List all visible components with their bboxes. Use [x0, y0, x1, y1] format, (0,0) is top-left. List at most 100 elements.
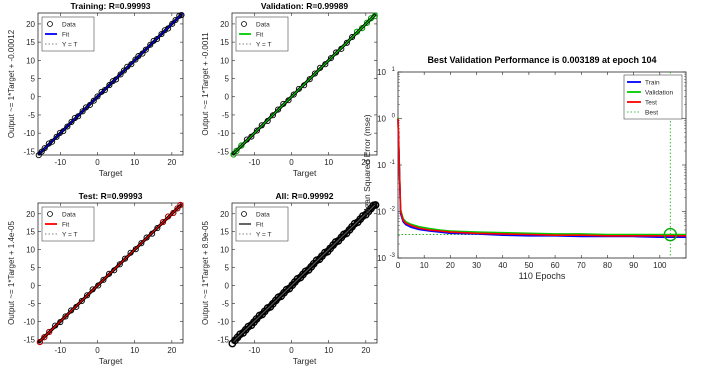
regression-plot-2: -10 0 10 20 -15 -10 -5 0 5 10 15 20 Validation: R=0.… [201, 1, 378, 178]
data-point [142, 46, 149, 53]
x-tick-label: 80 [603, 261, 612, 270]
data-point [253, 127, 260, 134]
y-tick-label: 10 [26, 56, 35, 65]
y-axis-label: Mean Squared Error (mse) [362, 114, 372, 215]
y-tick-label: 5 [31, 75, 36, 84]
legend-label: Fit [62, 222, 69, 229]
y-tick-label: -10 [23, 317, 35, 326]
y-tick-exponent: 1 [392, 67, 396, 73]
legend-label: Best [645, 110, 658, 117]
y-tick-label: -5 [222, 111, 230, 120]
x-tick-label: 40 [498, 261, 507, 270]
y-axis-label: Output ~= 1*Target + 1.4e-05 [7, 221, 16, 325]
legend-marker-data [241, 21, 247, 27]
legend-label: Data [62, 212, 76, 219]
y-tick-exponent: 0 [392, 114, 396, 120]
x-axis-label: 110 Epochs [519, 271, 566, 281]
data-point [121, 255, 129, 262]
y-tick-label: 15 [26, 38, 35, 47]
y-tick-label: 20 [220, 210, 229, 219]
x-tick-label: 0 [95, 346, 100, 355]
y-tick-label: 5 [31, 264, 36, 273]
x-tick-label: 0 [95, 158, 100, 167]
x-tick-label: -10 [249, 346, 261, 355]
x-tick-label: 20 [167, 158, 176, 167]
y-axis-label: Output ~= 1*Target + 8.9e-05 [201, 221, 210, 325]
y-tick-label: 20 [220, 20, 229, 29]
regression-plot-3: -10 0 10 20 -15 -10 -5 0 5 10 15 20 Test: R=0.99993 T… [7, 191, 184, 366]
data-point-highlight [233, 147, 240, 154]
x-tick-label: -10 [249, 158, 261, 167]
data-point-highlight [174, 205, 181, 212]
y-tick-label: -5 [28, 300, 36, 309]
y-tick-label: -15 [23, 335, 35, 344]
legend-label: Y = T [256, 232, 272, 239]
data-point [269, 112, 276, 119]
y-tick-label: 20 [26, 210, 35, 219]
data-point [343, 39, 350, 46]
data-point [116, 261, 123, 268]
x-tick-label: 10 [324, 158, 333, 167]
x-tick-label: 60 [551, 261, 560, 270]
y-tick-exponent: -2 [390, 207, 396, 213]
legend-marker-data [241, 211, 247, 217]
y-tick-label: -10 [217, 317, 229, 326]
data-point [78, 297, 85, 304]
legend-marker-data [47, 21, 53, 27]
x-axis-label: Target [293, 356, 317, 366]
data-point-highlight [363, 19, 371, 26]
data-point [53, 133, 60, 140]
y-tick-label: 10 [26, 246, 35, 255]
legend: Data Fit Y = T [235, 206, 289, 242]
x-tick-label: 20 [361, 346, 370, 355]
fit-line-overlay [233, 14, 376, 154]
x-tick-label: 0 [289, 346, 294, 355]
best-marker [663, 227, 677, 242]
plot-title: Validation: R=0.99989 [261, 1, 348, 11]
data-point [311, 70, 318, 77]
y-tick-label: 10 [220, 246, 229, 255]
legend: Data Fit Y = T [235, 16, 289, 52]
legend-label: Fit [62, 32, 69, 39]
x-tick-label: 20 [361, 158, 370, 167]
data-point [94, 93, 101, 100]
x-axis-label: Target [99, 168, 123, 178]
x-tick-label: 100 [653, 261, 667, 270]
plot-title: Best Validation Performance is 0.003189 … [427, 55, 656, 65]
x-tick-label: 0 [289, 158, 294, 167]
legend-label: Test [645, 100, 657, 107]
data-point [106, 82, 113, 89]
data-point [64, 123, 71, 130]
fit-line-overlay [233, 204, 376, 342]
y-tick-label: -15 [217, 147, 229, 156]
y-tick-label: 0 [31, 282, 36, 291]
legend: Data Fit Y = T [41, 16, 95, 52]
data-point-highlight [46, 328, 53, 335]
data-point [169, 20, 176, 27]
x-tick-label: 30 [472, 261, 481, 270]
data-point [275, 106, 282, 113]
data-point [154, 225, 161, 232]
data-point-highlight [41, 334, 48, 341]
y-tick-label: -5 [222, 300, 230, 309]
x-tick-label: 20 [167, 346, 176, 355]
series-line-validation [397, 117, 687, 236]
y-tick-exponent: -3 [390, 253, 396, 259]
y-tick-label: 10 [377, 115, 386, 124]
y-tick-label: 10 [377, 254, 386, 263]
legend-label: Data [62, 22, 76, 29]
y-tick-label: 10 [377, 208, 386, 217]
plot-title: Test: R=0.99993 [79, 191, 143, 201]
data-point [158, 31, 165, 38]
y-axis-label: Output ~= 1*Target + -0.00012 [7, 29, 16, 138]
y-tick-label: -5 [28, 111, 36, 120]
y-tick-label: 20 [26, 20, 35, 29]
y-tick-label: 10 [377, 161, 386, 170]
legend-label: Data [256, 22, 270, 29]
x-tick-label: 0 [396, 261, 401, 270]
data-point-highlight [159, 219, 166, 226]
x-tick-label: 10 [130, 158, 139, 167]
data-point-highlight [238, 142, 245, 149]
